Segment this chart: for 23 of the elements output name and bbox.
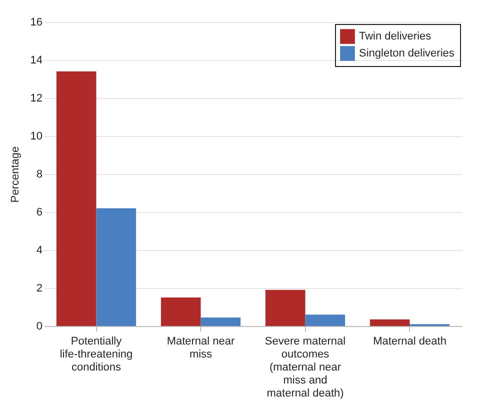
bar	[200, 317, 241, 326]
y-tick-label: 6	[36, 206, 42, 218]
x-tick-label: Potentially life-threatening conditions	[60, 336, 133, 374]
x-tick-label: Maternal death	[373, 336, 446, 348]
y-axis-title: Percentage	[9, 146, 22, 203]
y-tick-label: 4	[36, 244, 42, 256]
bar	[96, 208, 136, 326]
bar	[265, 290, 306, 326]
legend-label: Singleton deliveries	[359, 48, 455, 60]
x-tick-label: Maternal near miss	[166, 336, 236, 360]
y-tick-label: 16	[30, 16, 42, 28]
bar	[305, 314, 346, 326]
bar	[160, 298, 201, 326]
y-tick-label: 0	[36, 320, 42, 332]
bar	[56, 71, 96, 326]
y-tick-label: 10	[30, 130, 42, 142]
y-tick-label: 14	[30, 54, 42, 66]
x-tick-label: Severe maternal outcomes (maternal near miss and maternal death)	[264, 336, 346, 400]
legend-label: Twin deliveries	[359, 30, 432, 42]
y-tick-label: 2	[36, 282, 42, 294]
bar	[370, 319, 410, 326]
y-tick-label: 8	[36, 168, 42, 180]
y-tick-label: 12	[30, 92, 42, 104]
